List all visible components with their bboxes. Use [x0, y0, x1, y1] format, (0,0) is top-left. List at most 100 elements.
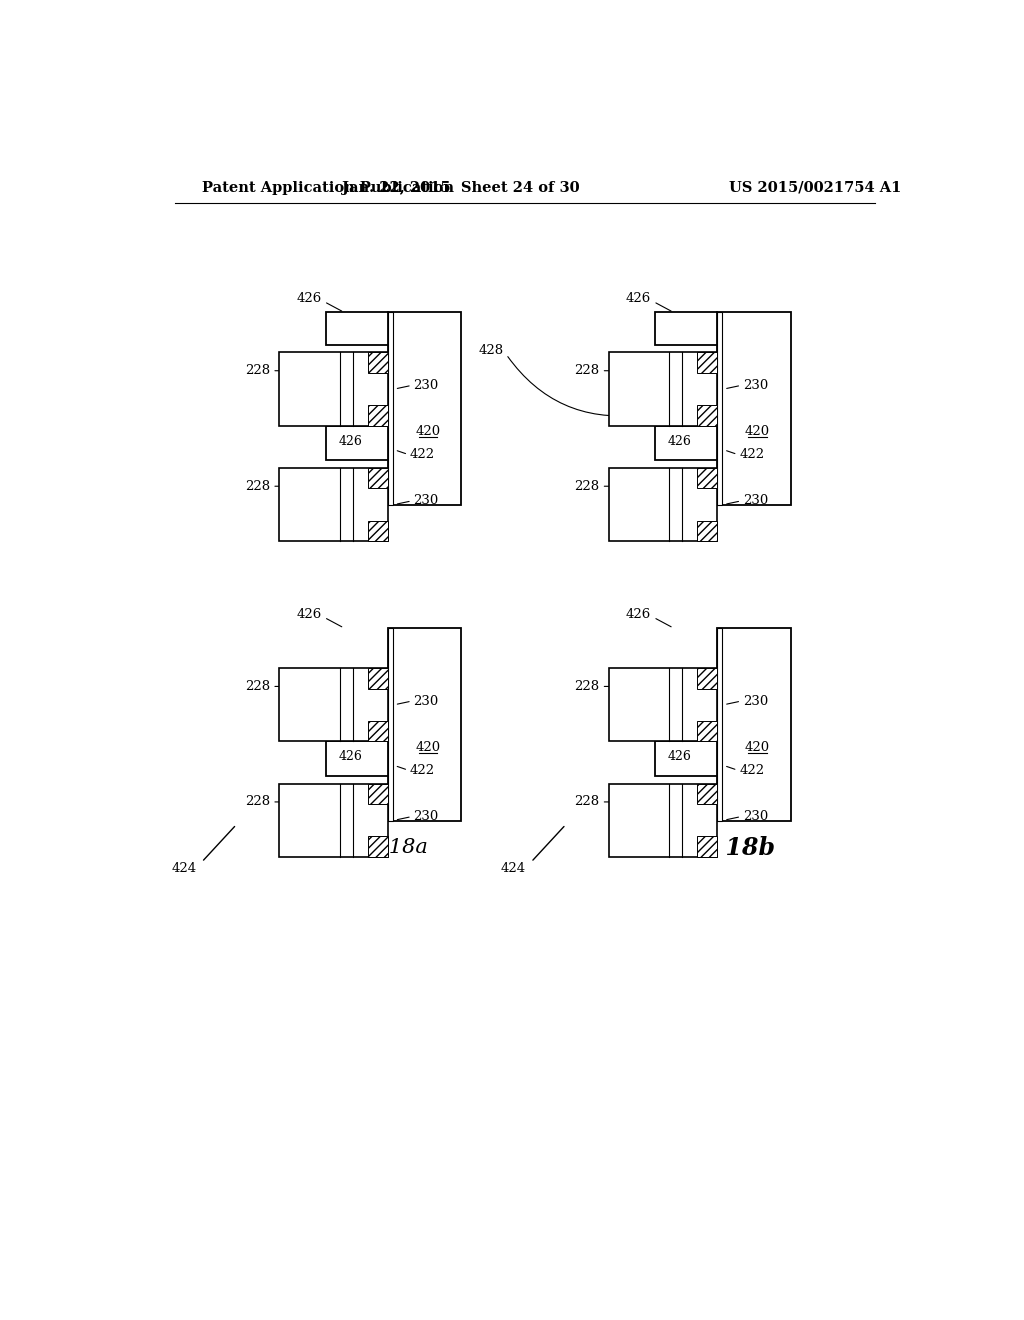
- Bar: [368, 520, 388, 541]
- Bar: [368, 837, 388, 857]
- Text: 224: 224: [333, 376, 354, 387]
- Text: 422: 422: [739, 447, 764, 461]
- Text: 230: 230: [742, 379, 768, 392]
- Text: 234: 234: [316, 708, 338, 717]
- Text: 232: 232: [347, 792, 369, 801]
- Text: 426: 426: [297, 607, 322, 620]
- Text: US 2015/0021754 A1: US 2015/0021754 A1: [729, 181, 901, 194]
- Bar: [655, 425, 717, 461]
- Text: 426: 426: [668, 750, 692, 763]
- Text: 234: 234: [645, 822, 667, 833]
- Bar: [388, 628, 393, 821]
- Text: 422: 422: [739, 764, 764, 776]
- Text: 232: 232: [347, 523, 369, 533]
- Text: 232: 232: [677, 477, 698, 486]
- Text: 424: 424: [501, 862, 525, 875]
- Text: 234: 234: [316, 507, 338, 517]
- Bar: [388, 313, 393, 506]
- Text: 232: 232: [677, 360, 698, 371]
- Bar: [326, 425, 388, 461]
- Text: Jan. 22, 2015  Sheet 24 of 30: Jan. 22, 2015 Sheet 24 of 30: [342, 181, 580, 194]
- Text: 228: 228: [245, 680, 270, 693]
- Bar: [280, 668, 388, 742]
- Bar: [697, 469, 717, 488]
- Bar: [697, 784, 717, 804]
- Bar: [697, 520, 717, 541]
- Bar: [697, 352, 717, 374]
- Text: 232: 232: [677, 408, 698, 417]
- Bar: [368, 721, 388, 742]
- Bar: [326, 742, 388, 776]
- Bar: [368, 469, 388, 488]
- Text: 232: 232: [677, 838, 698, 849]
- Text: 234: 234: [316, 391, 338, 401]
- Bar: [655, 475, 717, 506]
- Bar: [717, 313, 722, 506]
- Bar: [326, 475, 388, 506]
- Text: 228: 228: [245, 364, 270, 378]
- Bar: [717, 628, 722, 821]
- Text: 420: 420: [416, 425, 440, 438]
- Text: 428: 428: [479, 345, 504, 356]
- Text: 224: 224: [333, 693, 354, 702]
- Text: FIG. 18b: FIG. 18b: [663, 836, 776, 859]
- Text: 420: 420: [744, 425, 770, 438]
- Bar: [608, 352, 717, 425]
- Bar: [368, 352, 388, 374]
- Text: 422: 422: [410, 764, 435, 776]
- Text: 232: 232: [347, 676, 369, 686]
- Text: 224: 224: [662, 492, 683, 502]
- Bar: [697, 721, 717, 742]
- Bar: [608, 668, 717, 742]
- Text: 228: 228: [245, 479, 270, 492]
- Bar: [280, 469, 388, 541]
- Bar: [368, 668, 388, 689]
- Bar: [280, 784, 388, 857]
- Bar: [280, 352, 388, 425]
- Text: 224: 224: [333, 492, 354, 502]
- Text: Patent Application Publication: Patent Application Publication: [202, 181, 454, 194]
- Text: 232: 232: [677, 723, 698, 733]
- Text: 224: 224: [333, 808, 354, 818]
- Bar: [608, 784, 717, 857]
- Text: 230: 230: [742, 694, 768, 708]
- Text: 230: 230: [414, 495, 438, 507]
- Text: 426: 426: [339, 750, 362, 763]
- Text: 234: 234: [645, 507, 667, 517]
- Text: FIG. 18a: FIG. 18a: [337, 838, 428, 857]
- Text: 234: 234: [316, 822, 338, 833]
- Text: 230: 230: [414, 379, 438, 392]
- Bar: [655, 792, 717, 821]
- Text: 230: 230: [742, 810, 768, 824]
- Text: 420: 420: [416, 741, 440, 754]
- Text: 228: 228: [245, 796, 270, 808]
- Bar: [368, 784, 388, 804]
- Bar: [697, 668, 717, 689]
- Text: 224: 224: [662, 693, 683, 702]
- Text: 426: 426: [668, 434, 692, 447]
- Text: 232: 232: [347, 477, 369, 486]
- Bar: [717, 313, 791, 506]
- Bar: [717, 628, 791, 821]
- Text: 232: 232: [677, 523, 698, 533]
- Text: 420: 420: [744, 741, 770, 754]
- Text: 232: 232: [677, 792, 698, 801]
- Text: 230: 230: [414, 694, 438, 708]
- Text: 426: 426: [626, 607, 651, 620]
- Text: 228: 228: [574, 364, 599, 378]
- Text: 228: 228: [574, 680, 599, 693]
- Bar: [388, 628, 461, 821]
- Bar: [655, 313, 717, 345]
- Text: 232: 232: [347, 723, 369, 733]
- Text: 424: 424: [171, 862, 197, 875]
- Text: 232: 232: [677, 676, 698, 686]
- Text: 426: 426: [339, 434, 362, 447]
- Text: 232: 232: [347, 838, 369, 849]
- Text: 232: 232: [347, 360, 369, 371]
- Text: 426: 426: [297, 292, 322, 305]
- Bar: [608, 469, 717, 541]
- Bar: [326, 313, 388, 345]
- Text: 426: 426: [626, 292, 651, 305]
- Bar: [368, 405, 388, 425]
- Text: 228: 228: [574, 796, 599, 808]
